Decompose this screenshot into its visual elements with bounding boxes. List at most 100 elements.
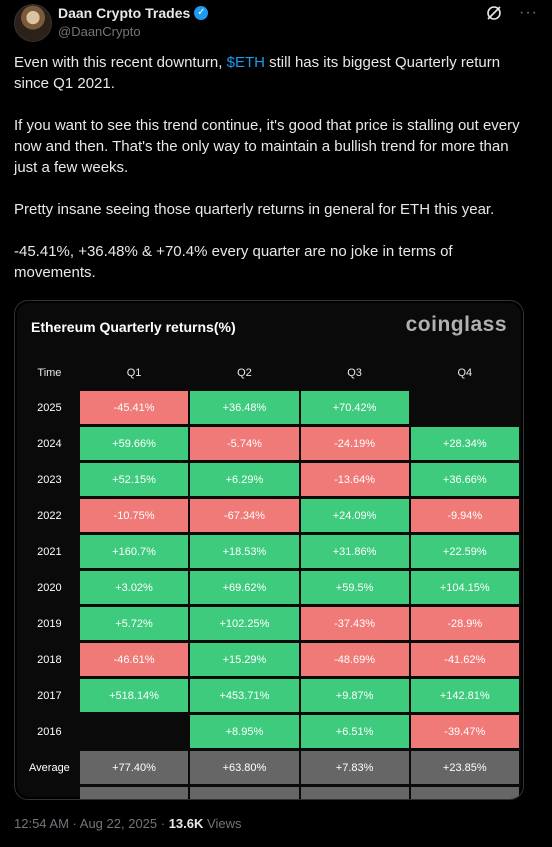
row-year: 2025 — [37, 401, 62, 414]
coinglass-logo: coinglass — [405, 313, 507, 336]
p1-text-start: Even with this recent downturn, — [14, 54, 227, 71]
return-cell-q3: +24.09% — [300, 499, 409, 532]
return-cell-q1: +5.72% — [79, 607, 189, 640]
views-label: Views — [203, 816, 242, 831]
summary-label: Average — [29, 761, 70, 774]
return-cell-q1: -46.61% — [79, 643, 189, 676]
table-row: 2017 +518.14% +453.71% +9.87% +142.81% — [21, 679, 519, 712]
chart-panel: Ethereum Quarterly returns(%) coinglass … — [17, 303, 521, 800]
tweet-date[interactable]: Aug 22, 2025 — [79, 816, 158, 831]
summary-label: Median — [21, 787, 78, 800]
return-cell-q4: +22.59% — [410, 787, 519, 799]
return-cell-q2: +36.48% — [190, 391, 299, 424]
return-cell-q3: +7.83% — [300, 751, 409, 784]
return-cell-q4: +36.66% — [410, 463, 519, 496]
return-cell-q4: -9.94% — [410, 499, 519, 532]
return-cell-q2: +453.71% — [190, 679, 299, 712]
eth-cashtag-link[interactable]: $ETH — [226, 54, 265, 71]
return-cell-q1: +5.72% — [79, 787, 189, 799]
return-cell-q3: +8.19% — [300, 787, 409, 799]
summary-row: Average +77.40% +63.80% +7.83% +23.85% — [21, 751, 519, 784]
return-cell-q2: +69.62% — [190, 571, 299, 604]
tweet-text: Even with this recent downturn, $ETH sti… — [14, 52, 534, 304]
row-year: 2023 — [37, 473, 62, 486]
return-cell-q4 — [411, 391, 519, 424]
return-cell-q1: +3.02% — [79, 571, 189, 604]
row-year: 2016 — [37, 725, 62, 738]
tweet-paragraph-3: Pretty insane seeing those quarterly ret… — [14, 201, 495, 218]
views-count: 13.6K — [168, 816, 204, 831]
table-row: 2018 -46.61% +15.29% -48.69% -41.62% — [21, 643, 519, 676]
table-row: 2023 +52.15% +6.29% -13.64% +36.66% — [21, 463, 519, 496]
return-cell-q3: +31.86% — [300, 535, 409, 568]
author-name-row: Daan Crypto Trades ✓ — [58, 5, 209, 21]
row-year: 2017 — [37, 689, 62, 702]
return-cell-q1: -10.75% — [79, 499, 189, 532]
table-row: 2020 +3.02% +69.62% +59.5% +104.15% — [21, 571, 519, 604]
p1-text-end: still has its biggest Quarterly return s… — [14, 54, 501, 92]
return-cell-q2: -5.74% — [190, 427, 299, 460]
col-header-q2: Q2 — [237, 367, 252, 379]
return-cell-q3: -13.64% — [300, 463, 409, 496]
col-header-time: Time — [37, 367, 62, 379]
return-cell-q2: +15.29% — [190, 643, 299, 676]
return-cell-q2: +8.95% — [190, 715, 299, 748]
return-cell-q4: -41.62% — [410, 643, 519, 676]
tweet-paragraph-1: Even with this recent downturn, $ETH sti… — [14, 52, 534, 94]
chart-title: Ethereum Quarterly returns(%) — [31, 319, 236, 335]
return-cell-q3: +6.51% — [300, 715, 409, 748]
return-cell-q3: +9.87% — [300, 679, 409, 712]
table-row: 2025 -45.41% +36.48% +70.42% — [21, 391, 519, 424]
return-cell-q1: +160.7% — [79, 535, 189, 568]
table-row: 2019 +5.72% +102.25% -37.43% -28.9% — [21, 607, 519, 640]
return-cell-q4: +28.34% — [410, 427, 519, 460]
meta-separator-1: · — [68, 816, 80, 831]
table-body: 2025 -45.41% +36.48% +70.42% 2024 +59.66% -5.7… — [21, 391, 519, 800]
row-year: 2018 — [37, 653, 62, 666]
tweet-time[interactable]: 12:54 AM — [14, 816, 69, 831]
return-cell-q1: +77.40% — [79, 751, 189, 784]
return-cell-q2: +63.80% — [190, 751, 299, 784]
return-cell-q3: -37.43% — [300, 607, 409, 640]
return-cell-q2: -67.34% — [190, 499, 299, 532]
header-row: Time Q1 Q2 Q3 Q4 — [21, 358, 519, 388]
return-cell-q3: -48.69% — [300, 643, 409, 676]
return-cell-q2: +18.53% — [190, 535, 299, 568]
author-handle[interactable]: @DaanCrypto — [58, 24, 141, 39]
return-cell-q4: +23.85% — [410, 751, 519, 784]
more-icon[interactable]: ··· — [519, 4, 538, 21]
return-cell-q3: +70.42% — [300, 391, 409, 424]
return-cell-q1 — [80, 715, 188, 748]
col-header-q3: Q3 — [347, 367, 362, 379]
row-year: 2024 — [37, 437, 62, 450]
grok-icon[interactable] — [485, 4, 503, 22]
return-cell-q1: +518.14% — [79, 679, 189, 712]
returns-table: Time Q1 Q2 Q3 Q4 2025 -45.41% +36.48% +70.4… — [19, 355, 521, 800]
meta-separator-2: · — [157, 816, 169, 831]
return-cell-q4: +22.59% — [410, 535, 519, 568]
return-cell-q1: -45.41% — [79, 391, 189, 424]
avatar[interactable] — [14, 4, 52, 42]
return-cell-q4: +104.15% — [410, 571, 519, 604]
return-cell-q2: +6.29% — [190, 463, 299, 496]
row-year: 2020 — [37, 581, 62, 594]
return-cell-q3: -24.19% — [300, 427, 409, 460]
return-cell-q4: -39.47% — [410, 715, 519, 748]
tweet-meta: 12:54 AM · Aug 22, 2025 · 13.6K Views — [14, 816, 241, 831]
summary-row: Median+5.72%+16.91%+8.19%+22.59% — [21, 787, 519, 800]
table-row: 2022 -10.75% -67.34% +24.09% -9.94% — [21, 499, 519, 532]
table-row: 2024 +59.66% -5.74% -24.19% +28.34% — [21, 427, 519, 460]
return-cell-q4: +142.81% — [410, 679, 519, 712]
attached-image[interactable]: Ethereum Quarterly returns(%) coinglass … — [14, 300, 524, 800]
col-header-q1: Q1 — [126, 367, 142, 379]
return-cell-q2: +16.91% — [190, 787, 299, 799]
author-display-name[interactable]: Daan Crypto Trades — [58, 5, 191, 21]
row-year: 2019 — [37, 617, 62, 630]
table-row: 2016 +8.95% +6.51% -39.47% — [21, 715, 519, 748]
return-cell-q4: -28.9% — [410, 607, 519, 640]
row-year: 2022 — [37, 509, 62, 522]
table-row: 2021 +160.7% +18.53% +31.86% +22.59% — [21, 535, 519, 568]
tweet-paragraph-2: If you want to see this trend continue, … — [14, 117, 520, 176]
return-cell-q1: +59.66% — [79, 427, 189, 460]
